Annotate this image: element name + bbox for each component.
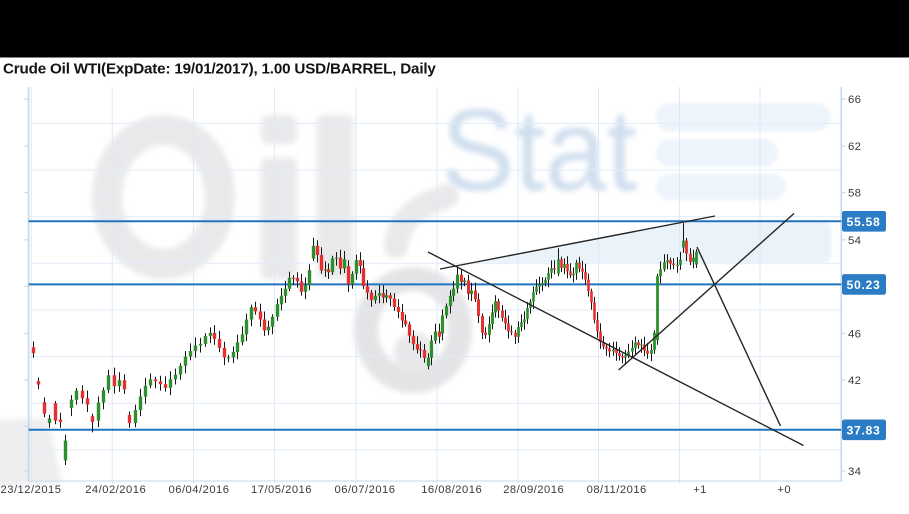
svg-text:06/07/2016: 06/07/2016 (335, 484, 396, 496)
svg-text:46: 46 (848, 329, 861, 341)
svg-text:17/05/2016: 17/05/2016 (251, 484, 312, 496)
svg-text:+1: +1 (693, 484, 707, 496)
svg-text:37.83: 37.83 (847, 423, 881, 437)
svg-text:Crude Oil WTI(ExpDate: 19/01/2: Crude Oil WTI(ExpDate: 19/01/2017), 1.00… (3, 61, 436, 78)
svg-text:28/09/2016: 28/09/2016 (503, 484, 564, 496)
svg-text:55.58: 55.58 (847, 215, 881, 229)
svg-text:Stat: Stat (441, 85, 637, 215)
svg-text:34: 34 (848, 466, 861, 478)
svg-text:24/02/2016: 24/02/2016 (85, 484, 146, 496)
svg-text:+0: +0 (777, 484, 791, 496)
svg-text:58: 58 (848, 188, 861, 200)
svg-text:42: 42 (848, 375, 861, 387)
svg-text:06/04/2016: 06/04/2016 (169, 484, 230, 496)
svg-text:66: 66 (848, 94, 861, 106)
svg-text:16/08/2016: 16/08/2016 (421, 484, 482, 496)
svg-text:23/12/2015: 23/12/2015 (1, 484, 62, 496)
svg-text:54: 54 (848, 235, 861, 247)
svg-text:08/11/2016: 08/11/2016 (587, 484, 647, 496)
svg-text:50.23: 50.23 (847, 278, 881, 292)
svg-text:62: 62 (848, 141, 861, 153)
